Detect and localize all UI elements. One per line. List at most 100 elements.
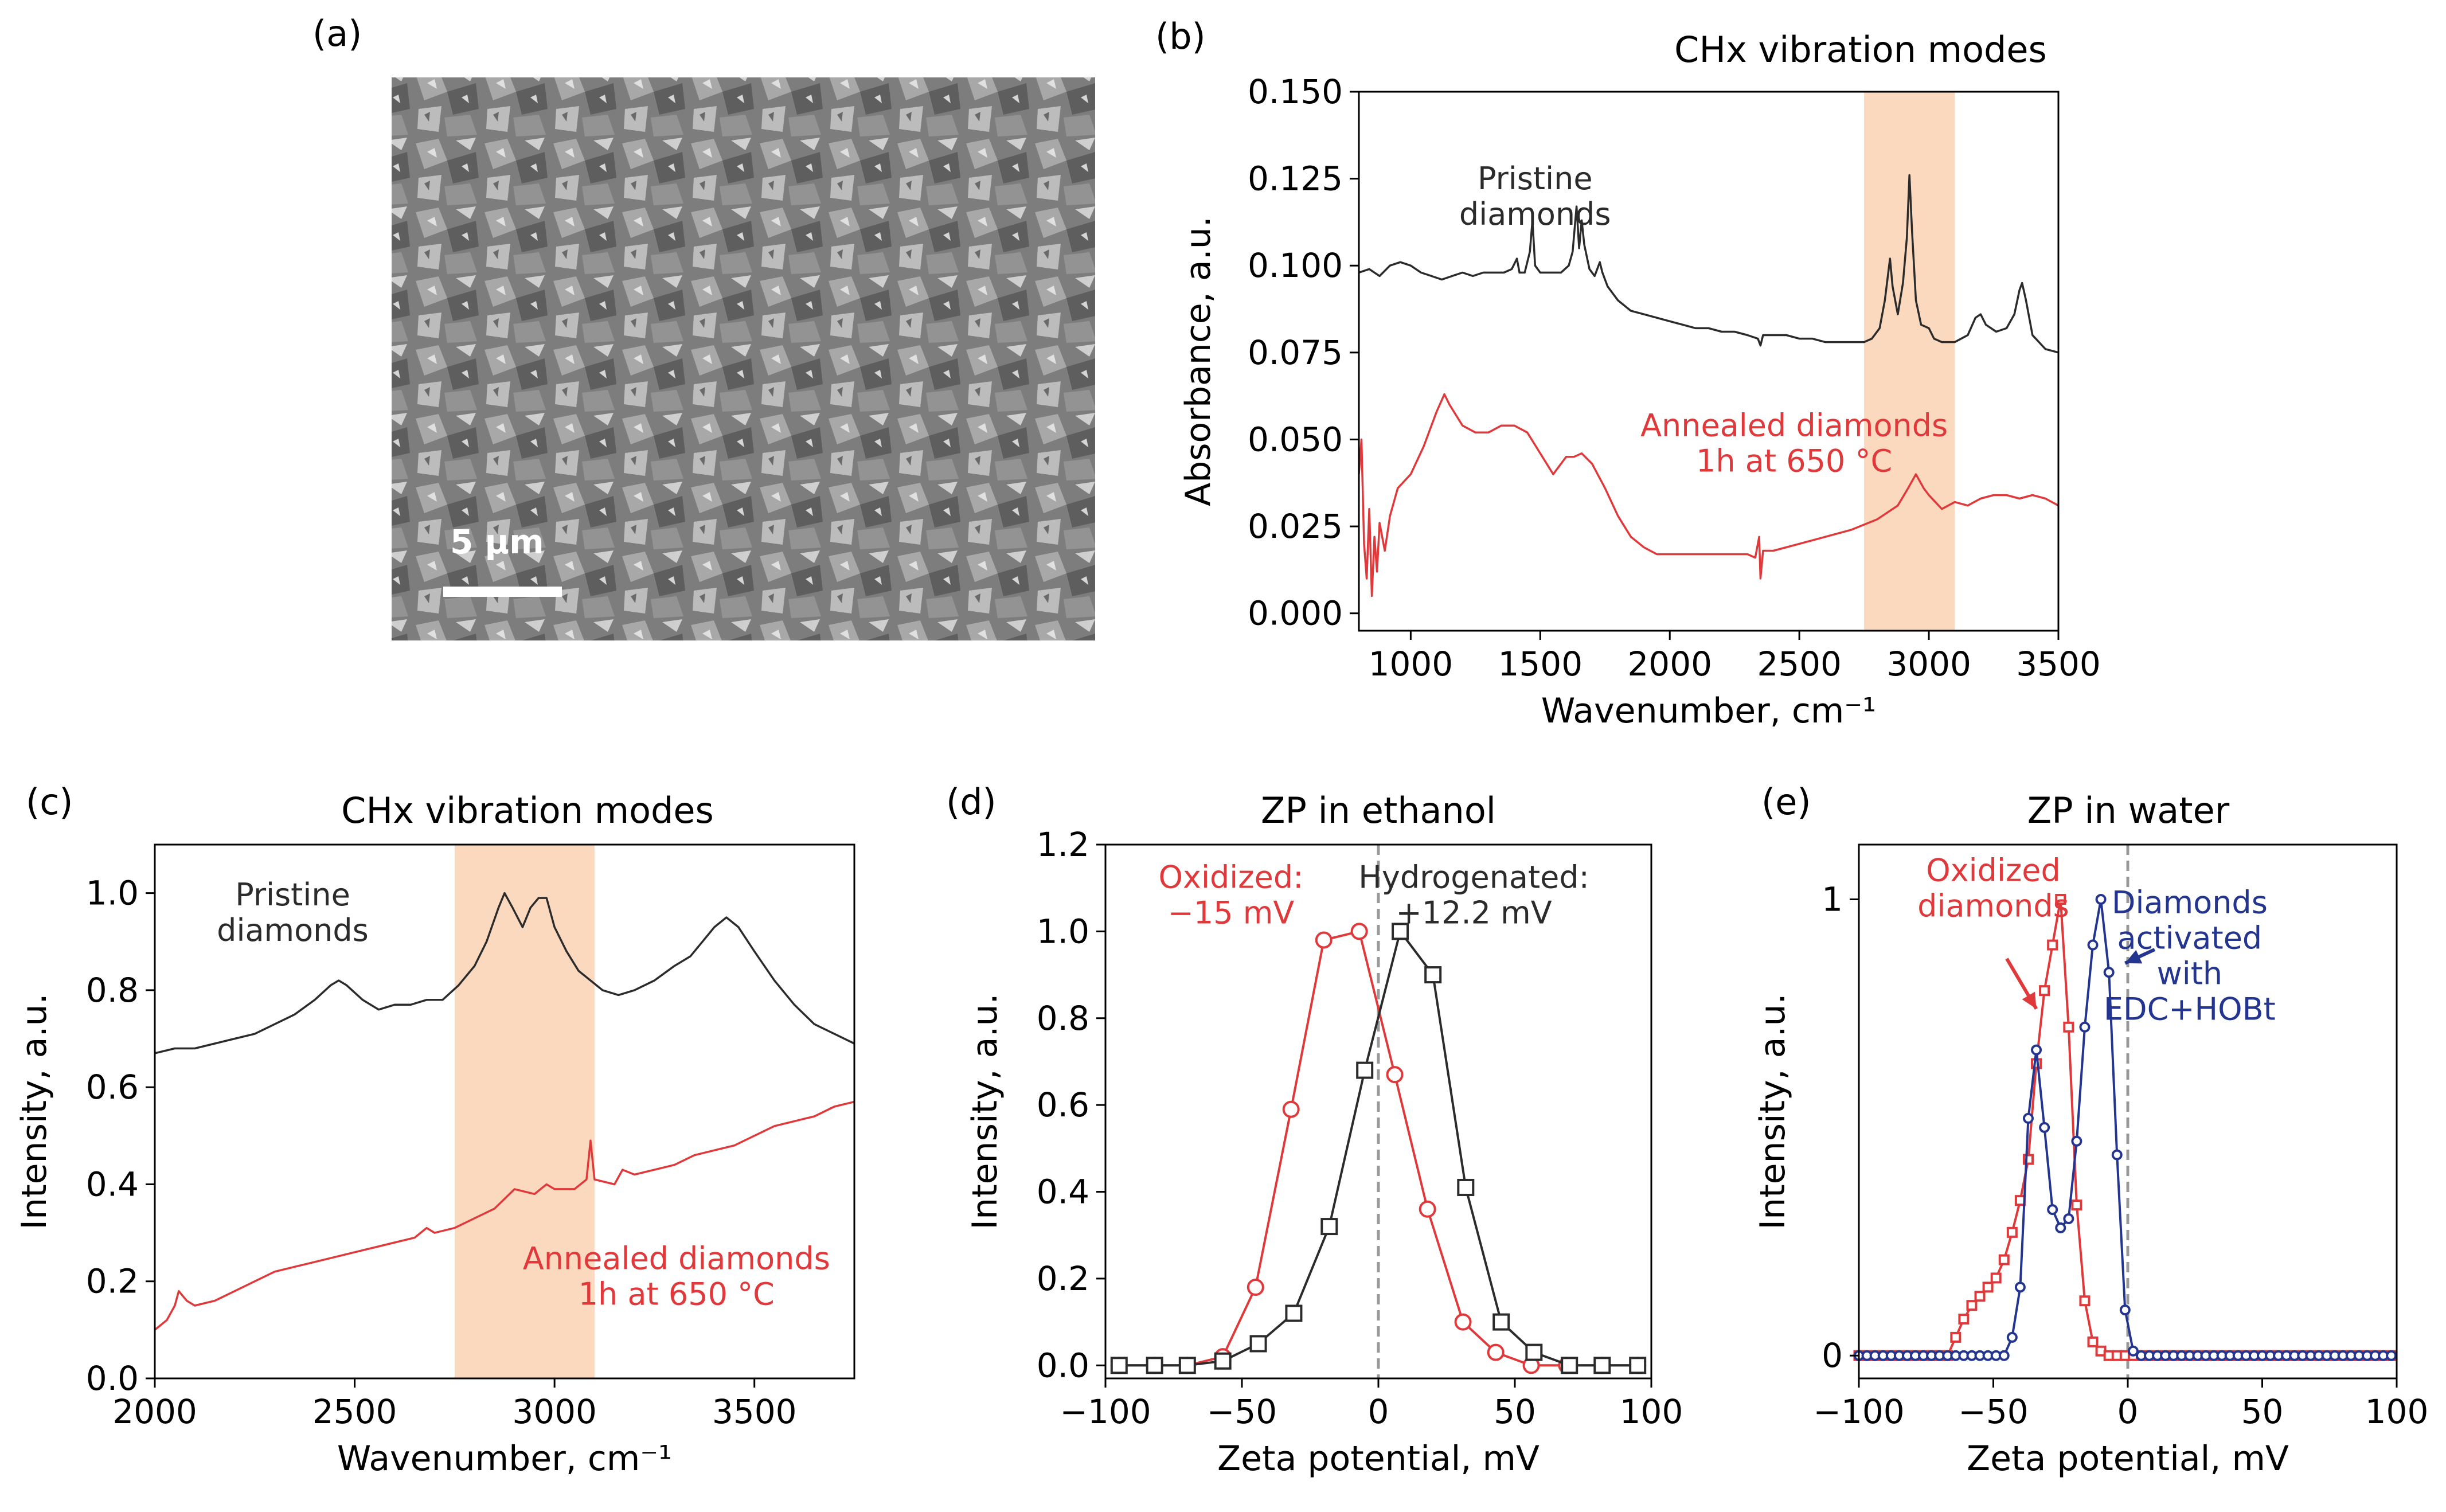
x-tick-label: 3000 [1886, 644, 1971, 683]
annotation-text: diamonds [1459, 196, 1611, 232]
x-tick-label: 0 [2117, 1392, 2139, 1431]
data-point [1974, 1291, 1986, 1302]
chart-title: ZP in ethanol [1261, 790, 1496, 831]
axes-frame [1358, 91, 2060, 632]
series-annealed [154, 1100, 855, 1331]
data-point [1487, 1343, 1505, 1361]
annotation-text: diamonds [1917, 888, 2069, 924]
x-tick-label: 1000 [1369, 644, 1453, 683]
data-point [1966, 1300, 1978, 1311]
x-tick-label: 3500 [2016, 644, 2101, 683]
x-tick-label: 50 [2241, 1392, 2284, 1431]
series-line-oxidized [1119, 930, 1638, 1367]
y-axis-label: Intensity, a.u. [1753, 993, 1793, 1229]
highlight-band [454, 845, 595, 1378]
data-point [2386, 1350, 2397, 1361]
series-pristine [154, 892, 855, 1054]
data-point [2087, 1336, 2099, 1347]
y-tick-label: 0.100 [1248, 246, 1343, 285]
y-tick-label: 0.000 [1248, 594, 1343, 633]
data-point [1629, 1357, 1647, 1374]
x-axis-label: Zeta potential, mV [1217, 1439, 1540, 1479]
annotation-text: activated [2117, 920, 2263, 956]
data-point [1392, 923, 1409, 940]
annotation-arrow-head [2022, 991, 2037, 1009]
panel-a-letter: (a) [312, 13, 362, 54]
x-tick-label: 2500 [1757, 644, 1842, 683]
series-line-activated [1859, 898, 2392, 1357]
data-point [1214, 1352, 1232, 1370]
series-hydrogenated [1110, 923, 1647, 1374]
y-tick-label: 1.0 [86, 874, 139, 913]
y-tick-label: 1.2 [1037, 825, 1089, 864]
y-tick-label: 1.0 [1037, 912, 1089, 951]
data-point [2111, 1149, 2123, 1161]
data-point [1110, 1357, 1128, 1374]
x-tick-label: 0 [1368, 1392, 1389, 1431]
y-tick-label: 0.2 [86, 1262, 139, 1301]
panel-c: 2000 2500 3000 3500 0.0 0.2 0.4 0.6 0.8 1.0 Wavenu… [14, 781, 855, 1479]
panel-d: −100 −50 0 50 100 0.0 0.2 0.4 0.6 0.8 1.0 1.2 Zeta p… [946, 781, 1683, 1479]
panel-letter: (e) [1761, 781, 1811, 823]
data-point [2039, 985, 2050, 997]
series-activated [1853, 893, 2397, 1361]
data-point [1958, 1314, 1970, 1325]
y-tick-label: 0.8 [1037, 999, 1089, 1038]
panel-a: (a) 5 μm [312, 13, 1095, 640]
y-tick-label: 0.0 [86, 1359, 139, 1398]
y-tick-label: 1 [1822, 880, 1843, 919]
data-point [1386, 1066, 1404, 1084]
series-line-annealed [154, 1100, 855, 1331]
x-tick-label: −50 [1958, 1392, 2028, 1431]
series-line-hydrogenated [1119, 930, 1638, 1367]
data-point [1424, 966, 1442, 984]
x-tick-label: 3500 [712, 1392, 797, 1431]
data-point [2006, 1226, 2018, 1238]
panel-e: −100 −50 0 50 100 0 1 Zeta potential, mV Intensi… [1753, 781, 2428, 1479]
axes-frame [154, 843, 855, 1380]
data-point [2079, 1295, 2091, 1307]
data-point [1561, 1357, 1578, 1374]
scale-bar-label: 5 μm [450, 522, 544, 561]
data-point [1247, 1279, 1264, 1296]
data-point [1356, 1061, 1374, 1079]
data-point [1285, 1304, 1303, 1322]
annotation-arrow-head [2125, 950, 2143, 964]
plots: 1000 1500 2000 2500 3000 35000.0000.0250.0500… [14, 15, 2428, 1479]
data-point [2006, 1331, 2018, 1343]
y-tick-label: 0 [1822, 1336, 1843, 1375]
x-axis-label: Wavenumber, cm⁻¹ [337, 1439, 672, 1479]
x-tick-label: 2000 [112, 1392, 197, 1431]
y-tick-label: 0.4 [1037, 1173, 1089, 1212]
x-tick-label: −50 [1207, 1392, 1277, 1431]
x-tick-label: 100 [1620, 1392, 1683, 1431]
data-point [2071, 1135, 2082, 1147]
x-tick-label: 2000 [1627, 644, 1712, 683]
series-line-oxidized [1859, 898, 2392, 1357]
annotation-text: Annealed diamonds [1640, 407, 1948, 443]
data-point [2063, 1021, 2074, 1033]
x-tick-label: 100 [2365, 1392, 2429, 1431]
y-tick-label: 0.150 [1248, 72, 1343, 111]
annotation-text: EDC+HOBt [2104, 991, 2276, 1027]
scale-bar [443, 587, 562, 597]
annotation-text: +12.2 mV [1396, 895, 1552, 931]
panel-letter: (c) [26, 781, 73, 823]
y-axis-label: Intensity, a.u. [965, 993, 1005, 1229]
annotation-text: Pristine [1478, 161, 1593, 197]
x-tick-label: −100 [1060, 1392, 1151, 1431]
data-point [2031, 1044, 2042, 1056]
data-point [1146, 1357, 1163, 1374]
data-point [1350, 923, 1368, 940]
data-point [1998, 1254, 2010, 1265]
sem-image [392, 77, 1095, 640]
x-axis-label: Zeta potential, mV [1967, 1439, 2289, 1479]
annotation-text: Pristine [235, 877, 350, 913]
data-point [1593, 1357, 1611, 1374]
data-point [2022, 1112, 2034, 1124]
x-tick-label: 3000 [512, 1392, 597, 1431]
series-pristine [1358, 174, 2059, 354]
annotation-text: Annealed diamonds [523, 1241, 830, 1277]
annotation-text: Oxidized [1926, 853, 2061, 889]
